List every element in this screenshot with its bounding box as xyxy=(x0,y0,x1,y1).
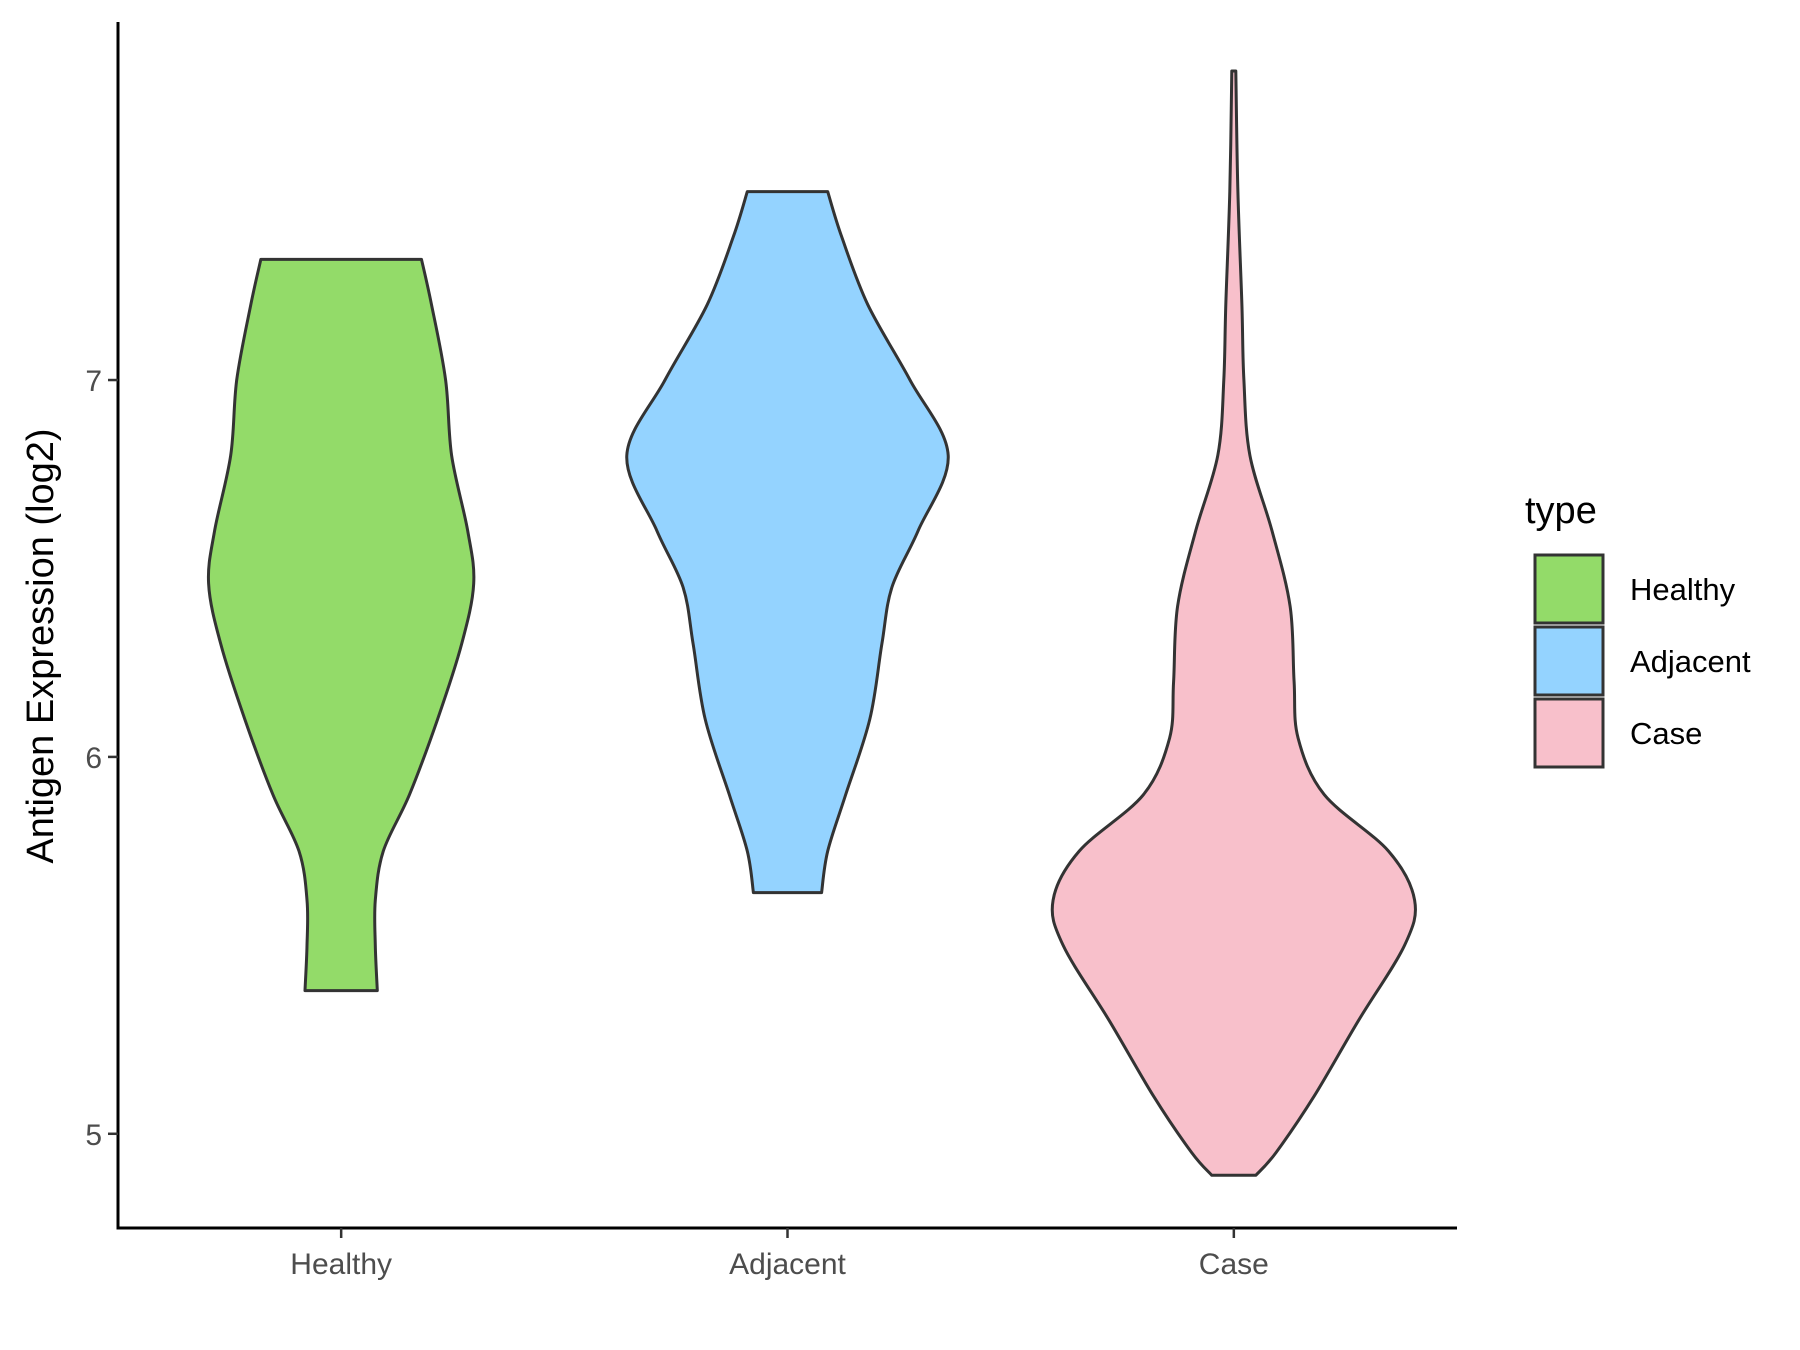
legend-title: type xyxy=(1525,490,1597,532)
legend-key-healthy xyxy=(1533,553,1605,625)
x-ticks: Healthy Adjacent Case xyxy=(290,1228,1269,1281)
y-tick-label: 7 xyxy=(85,365,102,398)
y-ticks: 5 6 7 xyxy=(85,365,118,1152)
legend: type Healthy Adjacent Case xyxy=(1525,490,1751,769)
legend-key-case xyxy=(1533,697,1605,769)
violin-layer xyxy=(206,69,1417,1177)
x-tick-label: Case xyxy=(1199,1248,1269,1281)
x-tick-label: Healthy xyxy=(290,1248,392,1281)
legend-label-healthy: Healthy xyxy=(1630,572,1736,607)
violin-adjacent xyxy=(625,190,950,895)
violin-healthy xyxy=(206,257,476,993)
x-tick-label: Adjacent xyxy=(729,1248,846,1281)
violin-case xyxy=(1050,69,1417,1177)
y-axis-title: Antigen Expression (log2) xyxy=(20,428,62,863)
y-tick-label: 5 xyxy=(85,1119,102,1152)
y-tick-label: 6 xyxy=(85,742,102,775)
legend-label-adjacent: Adjacent xyxy=(1630,644,1751,679)
legend-label-case: Case xyxy=(1630,716,1702,751)
legend-key-adjacent xyxy=(1533,625,1605,697)
